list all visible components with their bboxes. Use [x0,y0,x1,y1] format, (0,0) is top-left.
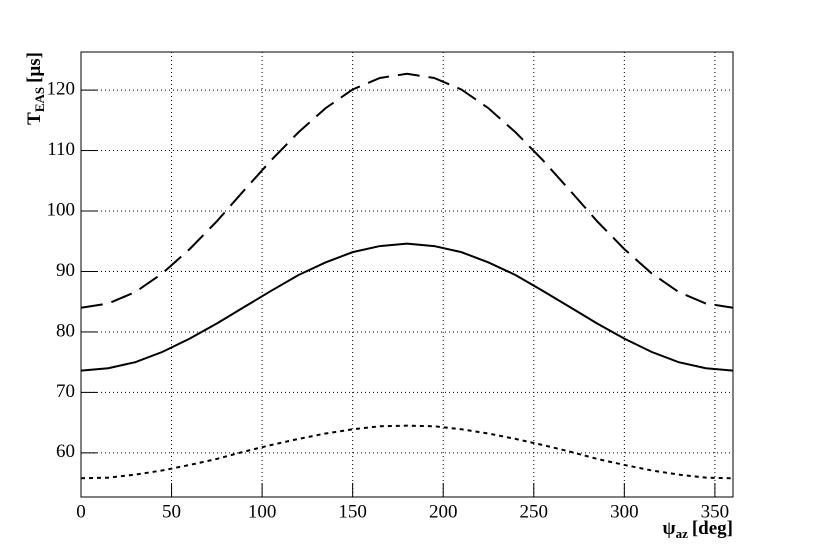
y-axis-label: TEAS [μs] [24,52,47,125]
x-label-unit: [deg] [692,518,733,539]
x-label-symbol: ψ [662,518,675,539]
x-tick-label: 350 [701,501,730,522]
series-line [80,424,734,480]
x-tick-label: 0 [76,501,86,522]
x-tick-label: 250 [520,501,549,522]
x-tick-label: 50 [162,501,181,522]
y-tick-label: 90 [56,260,75,281]
x-tick-label: 150 [338,501,367,522]
x-label-subscript: az [676,526,689,541]
y-tick-label: 80 [56,320,75,341]
y-tick-label: 70 [56,381,75,402]
y-tick-label: 60 [56,441,75,462]
plot-frame [80,51,734,498]
y-label-unit: [μs] [24,52,45,83]
y-tick-label: 100 [47,199,76,220]
series-line [80,242,734,372]
x-tick-label: 100 [248,501,277,522]
y-tick-label: 110 [47,139,75,160]
y-tick-label: 120 [47,78,76,99]
x-axis-label: ψaz [deg] [662,518,733,541]
x-tick-label: 300 [610,501,639,522]
x-tick-label: 200 [429,501,458,522]
series-line [80,72,734,309]
y-label-subscript: EAS [32,87,47,112]
y-label-symbol: T [24,112,45,125]
